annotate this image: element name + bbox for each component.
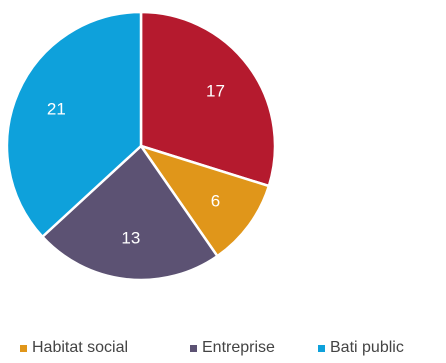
legend-item-1: Entreprise [190, 339, 275, 356]
pie-slice-0 [139, 10, 277, 188]
legend: Habitat social Entreprise Bati public [20, 339, 404, 356]
pie-data-label-2: 13 [121, 228, 140, 247]
legend-swatch-1 [190, 345, 197, 352]
legend-item-0: Habitat social [20, 339, 128, 356]
pie-data-labels: 17 6 13 21 [47, 82, 225, 248]
pie-slice-2 [41, 144, 219, 282]
pie-slice-3 [5, 10, 143, 239]
legend-label-2: Bati public [330, 339, 404, 356]
pie-data-label-1: 6 [211, 191, 220, 210]
pie-data-label-0: 17 [206, 82, 225, 101]
pie-slice-1 [139, 144, 271, 258]
legend-item-2: Bati public [318, 339, 404, 356]
pie-data-label-3: 21 [47, 99, 66, 118]
legend-swatch-2 [318, 345, 325, 352]
legend-label-0: Habitat social [32, 339, 128, 356]
legend-label-1: Entreprise [202, 339, 275, 356]
pie-slices [5, 10, 277, 282]
legend-swatch-0 [20, 345, 27, 352]
